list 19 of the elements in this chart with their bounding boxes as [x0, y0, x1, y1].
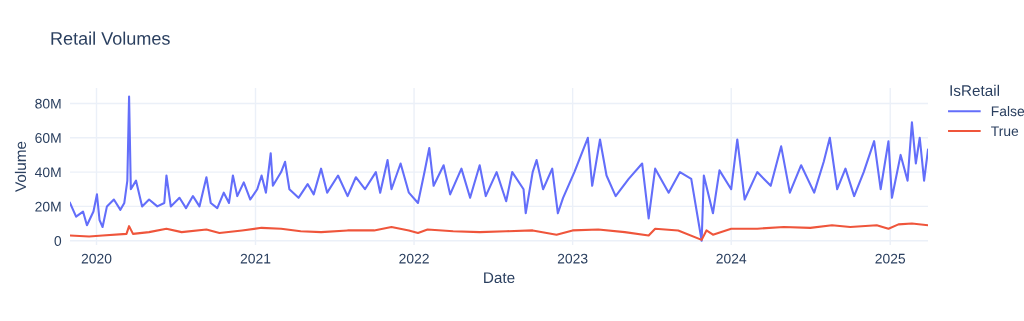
x-tick-label: 2025	[875, 253, 906, 264]
y-tick-label: 20M	[35, 201, 61, 212]
x-tick-label: 2024	[716, 253, 747, 264]
legend-label: True	[991, 126, 1019, 137]
y-tick-label: 80M	[35, 98, 61, 109]
x-tick-label: 2022	[399, 253, 429, 264]
y-tick-label: 60M	[35, 133, 61, 143]
legend-title: IsRetail	[950, 84, 999, 97]
x-axis-title: Date	[484, 272, 515, 284]
x-tick-label: 2020	[81, 253, 112, 264]
y-tick-label: 40M	[34, 167, 61, 178]
x-tick-label: 2021	[240, 253, 271, 264]
line-series	[70, 222, 928, 241]
x-tick-label: 2023	[557, 253, 588, 264]
line-series	[70, 95, 928, 242]
y-tick-label: 0	[54, 236, 62, 246]
y-axis-title: Volume	[14, 141, 27, 192]
chart-title: Retail Volumes	[51, 31, 170, 45]
legend-label: False	[991, 105, 1024, 117]
